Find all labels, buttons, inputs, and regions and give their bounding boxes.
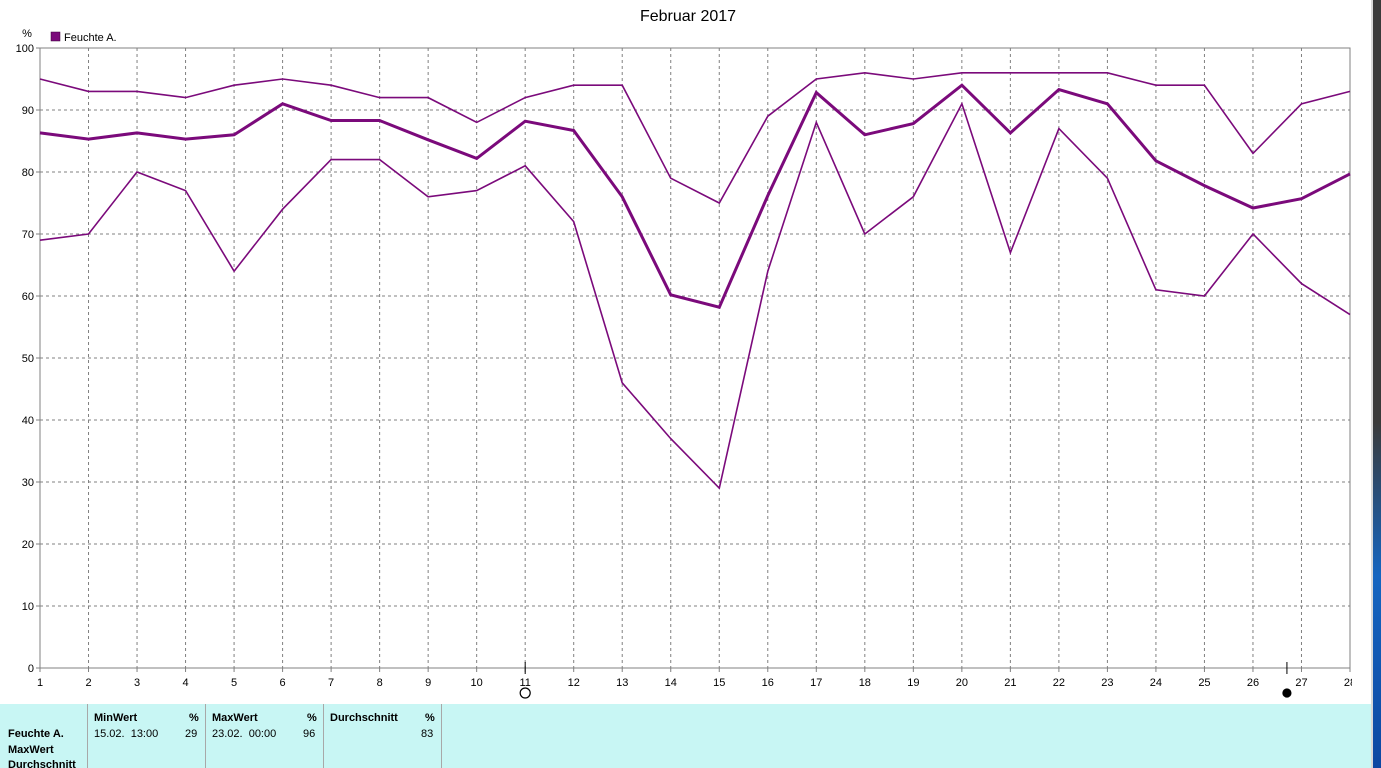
y-tick-label: 70	[22, 229, 34, 241]
x-tick-label: 3	[134, 677, 140, 689]
x-tick-label: 25	[1198, 677, 1210, 689]
window-border	[1371, 0, 1373, 768]
series-line-maxwert	[39, 71, 1351, 205]
y-tick-label: 100	[16, 43, 34, 55]
x-tick-label: 28	[1344, 677, 1352, 689]
x-tick-label: 6	[280, 677, 286, 689]
y-tick-label: 80	[22, 167, 34, 179]
min-header: MinWert	[94, 712, 138, 724]
legend: Feuchte A.	[50, 31, 117, 44]
x-tick-label: 11	[519, 677, 530, 689]
summary-row-label-sensor: Feuchte A.	[8, 728, 64, 740]
open-marker-icon	[519, 687, 531, 699]
x-tick-label: 8	[377, 677, 383, 689]
y-tick-label: 30	[22, 477, 34, 489]
x-tick-label: 1	[37, 677, 43, 689]
series-line-durchschnitt	[39, 83, 1351, 309]
x-tick-label: 12	[568, 677, 580, 689]
max-date: 23.02. 00:00	[212, 728, 277, 740]
y-tick-label: 60	[22, 291, 34, 303]
legend-swatch	[50, 31, 61, 42]
chart-area: Februar 2017 % Feuchte A. 0 10 20 30 40 50 60 7…	[16, 8, 1352, 699]
x-tick-label: 4	[182, 677, 188, 689]
summary-divider	[205, 704, 206, 768]
y-tick-label: 50	[22, 353, 34, 365]
summary-row-label-avg: Durchschnitt	[8, 759, 76, 768]
x-tick-label: 2	[85, 677, 91, 689]
summary-divider	[323, 704, 324, 768]
x-tick-label: 15	[713, 677, 725, 689]
x-tick-label: 21	[1004, 677, 1016, 689]
grid-layer	[40, 47, 1351, 668]
legend-label: Feuchte A.	[64, 32, 117, 44]
summary-panel: Feuchte A. MaxWert Durchschnitt MinWert …	[0, 704, 1371, 768]
x-tick-label: 5	[231, 677, 237, 689]
series-line-minwert	[39, 101, 1351, 490]
y-axis-unit: %	[22, 28, 32, 40]
x-tick-label: 10	[471, 677, 483, 689]
y-tick-label: 90	[22, 105, 34, 117]
x-tick-label: 22	[1053, 677, 1065, 689]
series-layer	[39, 71, 1351, 490]
x-tick-label: 18	[859, 677, 871, 689]
avg-unit: %	[425, 712, 435, 724]
x-tick-label: 14	[665, 677, 677, 689]
y-tick-label: 10	[22, 601, 34, 613]
background-window-edge	[1373, 0, 1381, 768]
max-value: 96	[303, 728, 316, 740]
x-tick-label: 26	[1247, 677, 1259, 689]
x-tick-label: 9	[425, 677, 431, 689]
x-tick-label: 17	[810, 677, 822, 689]
x-tick-label: 27	[1295, 677, 1307, 689]
x-tick-label: 16	[762, 677, 774, 689]
x-tick-label: 24	[1150, 677, 1162, 689]
avg-value: 83	[421, 728, 434, 740]
max-unit: %	[307, 712, 317, 724]
min-date: 15.02. 13:00	[94, 728, 159, 740]
avg-header: Durchschnitt	[330, 712, 398, 724]
x-tick-label: 7	[328, 677, 334, 689]
summary-divider	[441, 704, 442, 768]
chart-title: Februar 2017	[640, 8, 736, 25]
x-tick-label: 23	[1101, 677, 1113, 689]
x-tick-label: 19	[907, 677, 919, 689]
plot-frame	[39, 47, 1351, 669]
y-tick-label: 20	[22, 539, 34, 551]
marker-layer	[519, 662, 1292, 699]
min-value: 29	[185, 728, 198, 740]
filled-marker-icon	[1282, 688, 1292, 698]
max-header: MaxWert	[212, 712, 258, 724]
x-tick-label: 13	[616, 677, 628, 689]
summary-divider	[87, 704, 88, 768]
x-tick-label: 20	[956, 677, 968, 689]
humidity-chart: Februar 2017 % Feuchte A. 0 10 20 30 40 50 60 7…	[16, 8, 1352, 699]
y-tick-label: 0	[28, 663, 34, 675]
y-tick-label: 40	[22, 415, 34, 427]
min-unit: %	[189, 712, 199, 724]
summary-row-label-max: MaxWert	[8, 744, 54, 756]
